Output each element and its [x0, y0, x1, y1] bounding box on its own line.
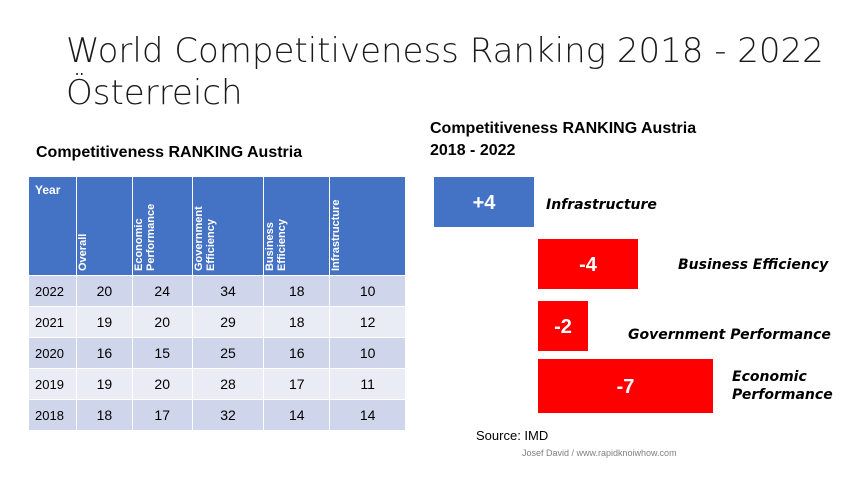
chart-heading: Competitiveness RANKING Austria 2018 - 2… [430, 118, 696, 162]
cell-economic-performance: 20 [131, 306, 193, 338]
cell-business-efficiency: 18 [263, 306, 331, 338]
cell-business-efficiency: 18 [263, 275, 331, 307]
table-row: 2018 18 17 32 14 14 [28, 399, 406, 431]
cell-government-efficiency: 32 [191, 399, 265, 431]
header-economic-line-1: Economic [132, 218, 145, 271]
cell-government-efficiency: 25 [191, 337, 265, 369]
header-economic-performance-label: Economic Performance [133, 204, 157, 271]
cell-government-efficiency: 28 [191, 368, 265, 400]
cell-government-efficiency: 34 [191, 275, 265, 307]
header-overall-line: Overall [76, 233, 89, 271]
bar-government-performance [538, 301, 588, 351]
cell-business-efficiency: 16 [263, 337, 331, 369]
cell-infrastructure: 10 [329, 275, 406, 307]
table-row: 2022 20 24 34 18 10 [28, 275, 406, 307]
table-header-row: Year Overall Economic Performance Govern… [28, 176, 406, 276]
header-business-efficiency: Business Efficiency [263, 176, 331, 276]
bar-infrastructure [434, 177, 534, 227]
table-heading: Competitiveness RANKING Austria [36, 144, 303, 161]
title-line-2: Österreich [66, 73, 243, 113]
cell-overall: 19 [75, 368, 133, 400]
bar-category-label: Business Efficiency [678, 257, 829, 273]
header-infrastructure-label: Infrastructure [330, 199, 342, 271]
bar-value-label: -2 [554, 316, 572, 338]
table-row: 2019 19 20 28 17 11 [28, 368, 406, 400]
cell-year: 2020 [28, 337, 77, 369]
bar-business-efficiency [538, 239, 638, 289]
cell-government-efficiency: 29 [191, 306, 265, 338]
header-government-line-1: Government [192, 206, 205, 271]
chart-subtitle: 2018 - 2022 [430, 142, 516, 159]
header-business-line-1: Business [264, 222, 277, 271]
cell-overall: 19 [75, 306, 133, 338]
cell-year: 2022 [28, 275, 77, 307]
cell-infrastructure: 10 [329, 337, 406, 369]
table-row: 2020 16 15 25 16 10 [28, 337, 406, 369]
source-note: Source: IMD [476, 428, 549, 443]
cell-economic-performance: 20 [131, 368, 193, 400]
cell-overall: 18 [75, 399, 133, 431]
cell-economic-performance: 24 [131, 275, 193, 307]
chart-title: Competitiveness RANKING Austria [430, 120, 697, 137]
cell-year: 2021 [28, 306, 77, 338]
credit-note: Josef David / www.rapidknoiwhow.com [522, 448, 677, 458]
header-government-efficiency: Government Efficiency [191, 176, 265, 276]
cell-infrastructure: 11 [329, 368, 406, 400]
cell-business-efficiency: 17 [263, 368, 331, 400]
cell-economic-performance: 15 [131, 337, 193, 369]
bar-value-label: -7 [617, 376, 635, 398]
bar-category-label: Infrastructure [546, 197, 657, 213]
bar-value-label: -4 [579, 254, 598, 276]
bar-value-label: +4 [473, 192, 497, 214]
header-overall-label: Overall [77, 234, 89, 271]
cell-overall: 20 [75, 275, 133, 307]
header-overall: Overall [75, 176, 133, 276]
slide-title: World Competitiveness Ranking 2018 - 202… [66, 30, 826, 114]
cell-year: 2018 [28, 399, 77, 431]
header-government-efficiency-label: Government Efficiency [193, 206, 217, 271]
table-row: 2021 19 20 29 18 12 [28, 306, 406, 338]
bar-economic-performance [538, 359, 713, 413]
header-economic-performance: Economic Performance [131, 176, 193, 276]
title-line-1: World Competitiveness Ranking 2018 - 202… [66, 31, 824, 71]
cell-overall: 16 [75, 337, 133, 369]
bar-category-label: Economic Performance [732, 369, 833, 403]
header-business-efficiency-label: Business Efficiency [264, 219, 288, 271]
header-government-line-2: Efficiency [204, 219, 217, 271]
cell-infrastructure: 14 [329, 399, 406, 431]
cell-economic-performance: 17 [131, 399, 193, 431]
cell-infrastructure: 12 [329, 306, 406, 338]
bar-category-label: Government Performance [628, 327, 831, 343]
cell-year: 2019 [28, 368, 77, 400]
cell-business-efficiency: 14 [263, 399, 331, 431]
header-year: Year [28, 176, 77, 276]
ranking-table: Year Overall Economic Performance Govern… [28, 176, 406, 431]
header-infrastructure-line: Infrastructure [330, 199, 343, 271]
header-infrastructure: Infrastructure [329, 176, 406, 276]
header-economic-line-2: Performance [144, 203, 157, 271]
header-business-line-2: Efficiency [276, 219, 289, 271]
change-bar-chart: +4 Infrastructure -4 Business Efficiency -2 G… [434, 177, 833, 413]
